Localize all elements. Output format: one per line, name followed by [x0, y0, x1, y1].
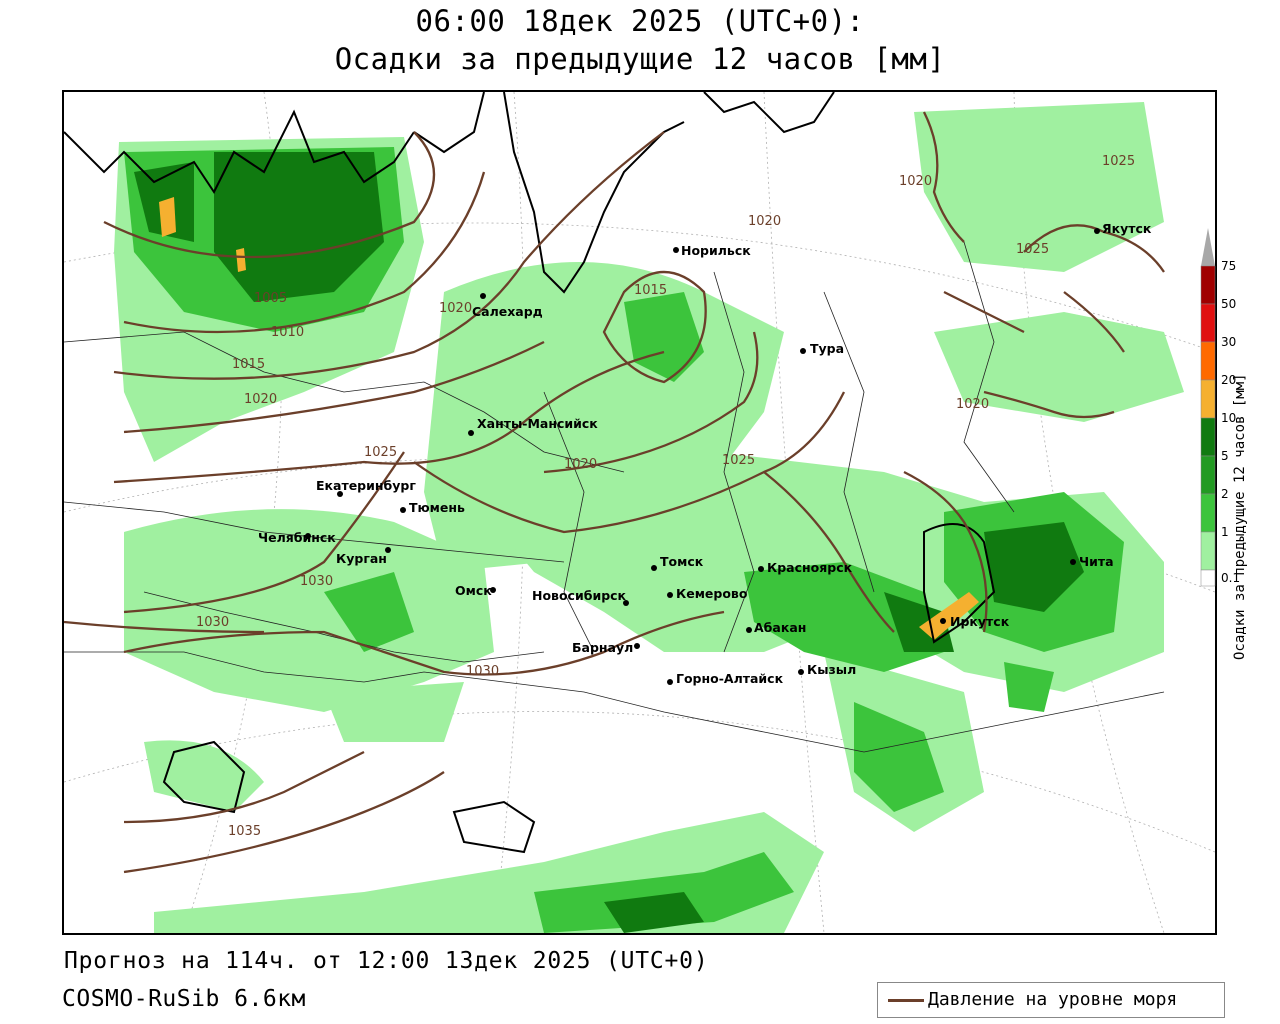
isobar-label: 1030 [196, 615, 229, 630]
city-dot [673, 247, 679, 253]
precipitation-colorbar: 75 50 30 20 10 5 2 1 0.1 [1198, 228, 1241, 588]
colorbar-bin [1200, 379, 1216, 419]
city-dot [667, 592, 673, 598]
city-label: Норильск [681, 243, 751, 258]
colorbar-bin [1200, 303, 1216, 343]
colorbar-tick: 30 [1221, 335, 1237, 349]
city-dot [337, 491, 343, 497]
city-dot [623, 600, 629, 606]
pressure-legend-label: Давление на уровне моря [928, 989, 1178, 1010]
colorbar-tick: 0.1 [1221, 571, 1241, 585]
isobars [64, 111, 1165, 874]
city-dot [468, 430, 474, 436]
city-dot [634, 643, 640, 649]
city-dot [800, 348, 806, 354]
pressure-legend-swatch [888, 999, 924, 1002]
isobar-label: 1020 [564, 457, 597, 472]
city-dot [758, 566, 764, 572]
isobar-label: 1025 [1016, 242, 1049, 257]
coastlines [64, 92, 996, 854]
city-label: Тюмень [409, 500, 465, 515]
city-label: Ханты-Мансийск [477, 416, 598, 431]
city-label: Курган [336, 551, 387, 566]
city-dot [305, 533, 311, 539]
city-label: Барнаул [572, 640, 633, 655]
city-label: Тура [810, 341, 844, 356]
isobar-label: 1010 [271, 325, 304, 340]
colorbar-svg [1200, 228, 1216, 587]
city-label: Томск [660, 554, 704, 569]
city-label: Кемерово [676, 586, 748, 601]
precipitation-map: 1005 1010 1015 1020 1020 1015 1020 1020 … [62, 90, 1217, 935]
colorbar-bin [1200, 455, 1216, 495]
model-name: COSMO-RuSib 6.6км [62, 986, 306, 1012]
city-label: Омск [455, 583, 492, 598]
colorbar-tick: 5 [1221, 449, 1229, 463]
isobar-label: 1020 [244, 392, 277, 407]
colorbar-tick: 20 [1221, 373, 1237, 387]
pressure-legend: Давление на уровне моря [877, 982, 1225, 1018]
city-label: Новосибирск [532, 588, 627, 603]
colorbar-bin [1200, 569, 1216, 587]
isobar-labels: 1005 1010 1015 1020 1020 1015 1020 1020 … [196, 154, 1135, 839]
city-dot [490, 587, 496, 593]
isobar-label: 1005 [254, 291, 287, 306]
isobar-label: 1025 [722, 453, 755, 468]
colorbar-tick: 1 [1221, 525, 1229, 539]
colorbar-bin [1200, 417, 1216, 457]
isobar-label: 1025 [1102, 154, 1135, 169]
city-dot [746, 627, 752, 633]
city-label: Иркутск [950, 614, 1010, 629]
colorbar-bin [1200, 493, 1216, 533]
isobar-label: 1015 [232, 357, 265, 372]
city-dot [480, 293, 486, 299]
isobar-label: 1030 [300, 574, 333, 589]
isobar-label: 1020 [439, 301, 472, 316]
city-dot [651, 565, 657, 571]
colorbar-tick: 10 [1221, 411, 1237, 425]
isobar-label: 1035 [228, 824, 261, 839]
map-title: 06:00 18дек 2025 (UTC+0): [415, 4, 865, 38]
colorbar-bin [1200, 341, 1216, 381]
precip-dark [134, 152, 1084, 933]
city-label: Красноярск [767, 560, 853, 575]
city-dot [798, 669, 804, 675]
city-label: Абакан [754, 620, 806, 635]
city-dot [400, 507, 406, 513]
colorbar-bin [1200, 531, 1216, 571]
colorbar-tick: 75 [1221, 259, 1237, 273]
colorbar-bin [1200, 265, 1216, 305]
isobar-label: 1015 [634, 283, 667, 298]
colorbar-overflow-triangle [1201, 228, 1215, 266]
city-label: Салехард [472, 304, 543, 319]
city-dot [385, 547, 391, 553]
cities: Норильск Салехард Тура Якутск Ханты-Манс… [258, 221, 1152, 686]
colorbar-tick: 2 [1221, 487, 1229, 501]
colorbar-tick: 50 [1221, 297, 1237, 311]
city-label: Якутск [1102, 221, 1152, 236]
forecast-info: Прогноз на 114ч. от 12:00 13дек 2025 (UT… [64, 948, 709, 974]
borders [64, 241, 1165, 753]
city-label: Горно-Алтайск [676, 671, 784, 686]
city-label: Кызыл [807, 662, 856, 677]
isobar-label: 1020 [899, 174, 932, 189]
isobar-label: 1025 [364, 445, 397, 460]
isobar-label: 1020 [748, 214, 781, 229]
colorbar-title: Осадки за предыдущие 12 часов [мм] [1232, 280, 1272, 660]
city-label: Екатеринбург [316, 478, 416, 493]
city-label: Чита [1079, 554, 1114, 569]
city-label: Челябинск [258, 530, 336, 545]
city-dot [1094, 228, 1100, 234]
colorbar-title-text: Осадки за предыдущие 12 часов [мм] [1232, 373, 1248, 660]
city-dot [1070, 559, 1076, 565]
isobar-label: 1030 [466, 664, 499, 679]
city-dot [940, 618, 946, 624]
map-canvas: 1005 1010 1015 1020 1020 1015 1020 1020 … [64, 92, 1215, 933]
isobar-label: 1020 [956, 397, 989, 412]
map-subtitle: Осадки за предыдущие 12 часов [мм] [334, 42, 946, 76]
city-dot [667, 679, 673, 685]
precip-orange [159, 197, 979, 640]
